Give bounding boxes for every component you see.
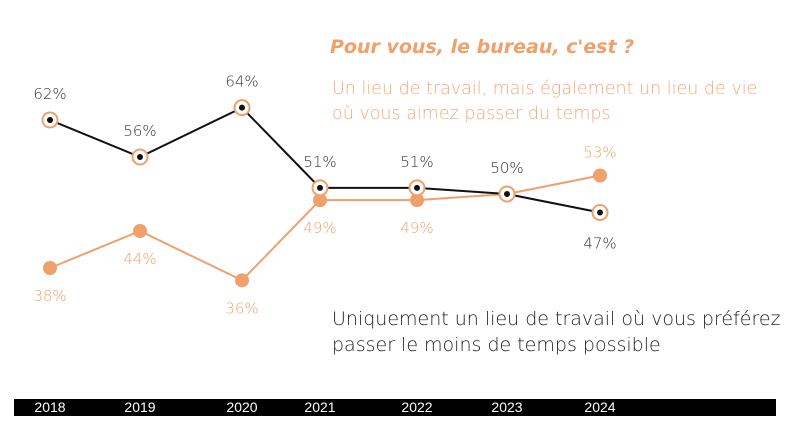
series-black-point <box>311 179 329 197</box>
series-markers <box>41 99 609 288</box>
series-black-point <box>591 204 609 221</box>
series-orange-point <box>133 224 147 238</box>
series-black-label: Uniquement un lieu de travail où vous pr… <box>332 308 781 356</box>
data-label: 50% <box>490 159 523 177</box>
data-label: 51% <box>303 153 336 171</box>
series-orange-point <box>313 193 327 208</box>
data-label: 62% <box>33 85 66 103</box>
series-orange-point <box>43 261 57 275</box>
series-black-point <box>41 111 59 129</box>
data-label: 51% <box>400 153 433 171</box>
series-black-point <box>233 99 251 117</box>
data-label: 47% <box>583 235 616 253</box>
data-label: 53% <box>583 144 616 162</box>
x-tick-2022: 2022 <box>401 399 432 415</box>
data-label: 64% <box>225 73 258 91</box>
series-orange-point <box>593 168 607 183</box>
data-label: 44% <box>123 250 156 268</box>
x-tick-2020: 2020 <box>226 399 257 415</box>
data-label: 36% <box>225 299 258 317</box>
data-label: 56% <box>123 122 156 140</box>
series-black-point <box>408 179 426 197</box>
series-black-point <box>131 148 149 166</box>
x-tick-2024: 2024 <box>584 399 615 415</box>
series-orange-point <box>410 193 424 208</box>
x-axis-bar <box>14 399 776 416</box>
x-tick-2023: 2023 <box>491 399 522 415</box>
x-tick-2018: 2018 <box>34 399 65 415</box>
series-black-point <box>498 185 516 203</box>
data-label: 49% <box>303 219 336 237</box>
x-tick-2021: 2021 <box>304 399 335 415</box>
x-tick-2019: 2019 <box>124 399 155 415</box>
series-orange-point <box>235 273 249 288</box>
data-labels: 38% 44% 36% 49% 49% 53% 62% 56% 64% 51% 51% 50% 47% <box>33 73 616 318</box>
x-axis-ticks: 2018 2019 2020 2021 2022 2023 2024 <box>34 399 615 415</box>
series-orange-label: Un lieu de travail, mais également un li… <box>332 79 758 124</box>
data-label: 49% <box>400 219 433 237</box>
data-label: 38% <box>33 287 66 305</box>
chart-title: Pour vous, le bureau, c'est ? <box>330 36 635 58</box>
